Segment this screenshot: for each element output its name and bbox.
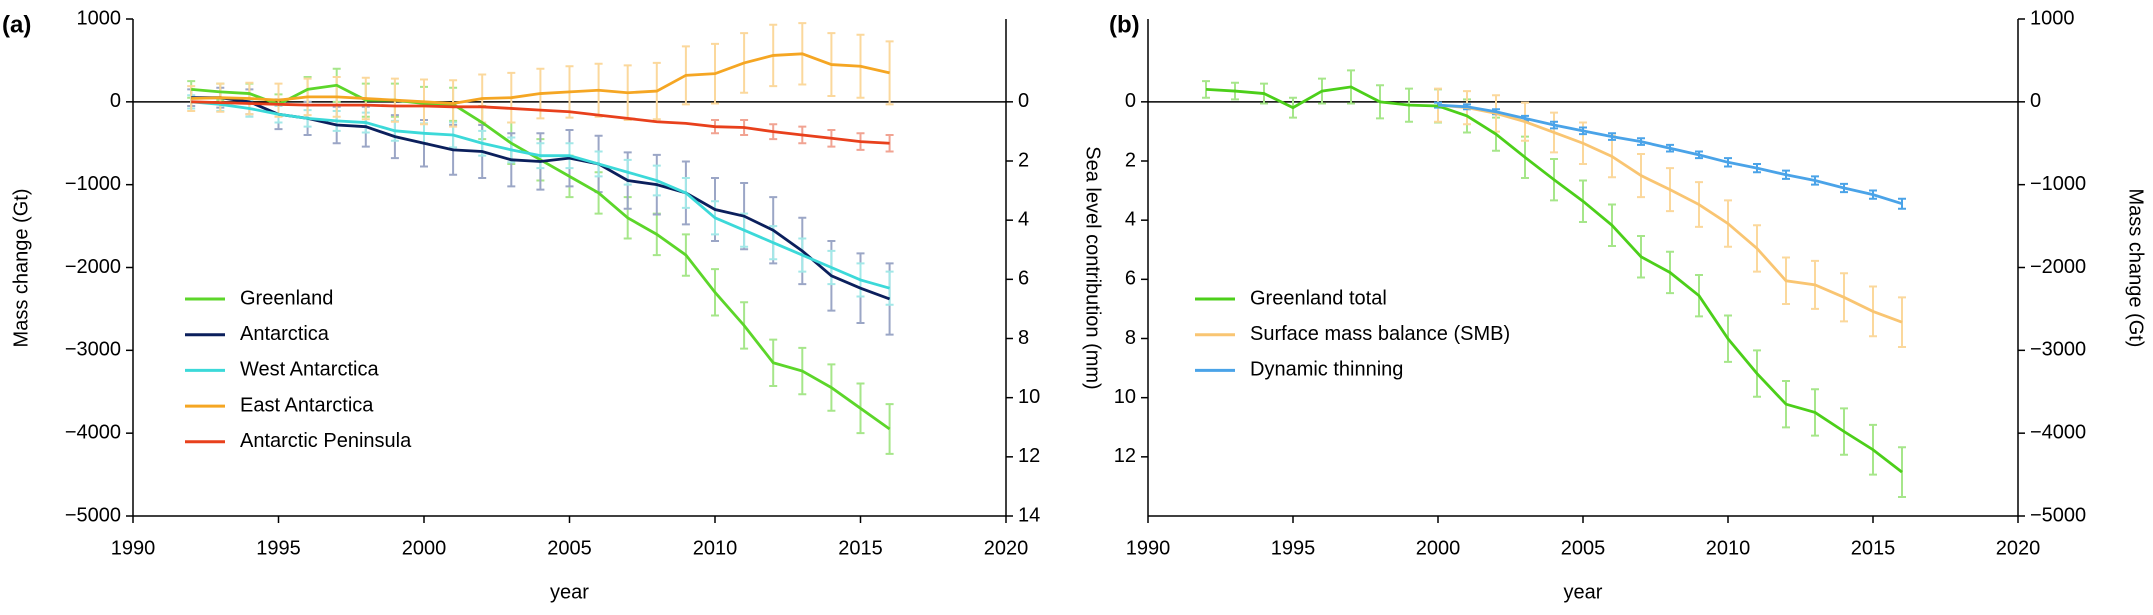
x-tick-label: 1990 (1126, 537, 1171, 559)
y-tick-label: −4000 (2030, 421, 2086, 443)
legend-label: Dynamic thinning (1250, 359, 1403, 381)
error-bar (885, 270, 894, 306)
y-tick-label: −5000 (65, 504, 121, 526)
x-tick-label: 2020 (984, 537, 1029, 559)
y-tick-label: −4000 (65, 421, 121, 443)
y-tick-label: 2 (1018, 149, 1029, 171)
x-tick-label: 2005 (547, 537, 592, 559)
legend-label: Surface mass balance (SMB) (1250, 323, 1510, 345)
y-tick-label: −2000 (2030, 256, 2086, 278)
y-tick-label: 6 (1125, 268, 1136, 290)
x-tick-label: 1995 (1271, 537, 1316, 559)
legend-label: Greenland (240, 287, 333, 309)
panel-label: (b) (1109, 11, 1140, 38)
series-line (191, 100, 890, 290)
x-tick-label: 2010 (1706, 537, 1751, 559)
legend-label: Antarctica (240, 323, 330, 345)
y-tick-label: −2000 (65, 256, 121, 278)
y-axis-label: Mass change (Gt) (10, 189, 32, 348)
series-line (191, 83, 891, 431)
legend-label: West Antarctica (240, 359, 379, 381)
y-tick-label: 0 (1125, 90, 1136, 112)
y-tick-label: 10 (1018, 386, 1040, 408)
series-line (191, 100, 890, 145)
legend-label: Antarctic Peninsula (240, 430, 412, 452)
x-axis-label: year (1564, 581, 1603, 603)
y-tick-label: 0 (1018, 90, 1029, 112)
x-axis-label: year (550, 581, 589, 603)
x-tick-label: 2010 (693, 537, 738, 559)
legend-label: Greenland total (1250, 287, 1387, 309)
series-line (191, 52, 890, 105)
y-tick-label: −5000 (2030, 504, 2086, 526)
series-line (1437, 103, 1903, 206)
y-tick-label: 6 (1018, 268, 1029, 290)
y-tick-label: 8 (1125, 327, 1136, 349)
y-tick-label: 14 (1018, 504, 1040, 526)
y-tick-label: −3000 (2030, 339, 2086, 361)
series-line (1437, 103, 1903, 324)
x-tick-label: 1990 (111, 537, 156, 559)
y-tick-label: 8 (1018, 327, 1029, 349)
y-tick-label: 12 (1114, 445, 1136, 467)
y-tick-label: −3000 (65, 339, 121, 361)
x-tick-label: 2000 (402, 537, 447, 559)
y-tick-label: 4 (1125, 208, 1136, 230)
y-tick-label: 10 (1114, 386, 1136, 408)
panel-label: (a) (2, 11, 31, 38)
series-line (191, 96, 891, 301)
x-tick-label: 2015 (838, 537, 883, 559)
y-tick-label: 12 (1018, 445, 1040, 467)
y-tick-label: 0 (110, 90, 121, 112)
x-tick-label: 2000 (1416, 537, 1461, 559)
y-tick-label: 0 (2030, 90, 2041, 112)
x-tick-label: 2005 (1561, 537, 1606, 559)
y-tick-label: −1000 (65, 173, 121, 195)
y2-axis-label: Mass change (Gt) (2125, 189, 2147, 348)
legend-label: East Antarctica (240, 394, 374, 416)
x-tick-label: 2020 (1996, 537, 2041, 559)
y-tick-label: 2 (1125, 149, 1136, 171)
series-line (1205, 85, 1903, 474)
y2-axis-label: Sea level contribution (mm) (1082, 146, 1104, 389)
y-tick-label: 1000 (77, 7, 122, 29)
y-tick-label: 1000 (2030, 7, 2075, 29)
y-tick-label: −1000 (2030, 173, 2086, 195)
x-tick-label: 1995 (256, 537, 301, 559)
y-tick-label: 4 (1018, 208, 1029, 230)
x-tick-label: 2015 (1851, 537, 1896, 559)
